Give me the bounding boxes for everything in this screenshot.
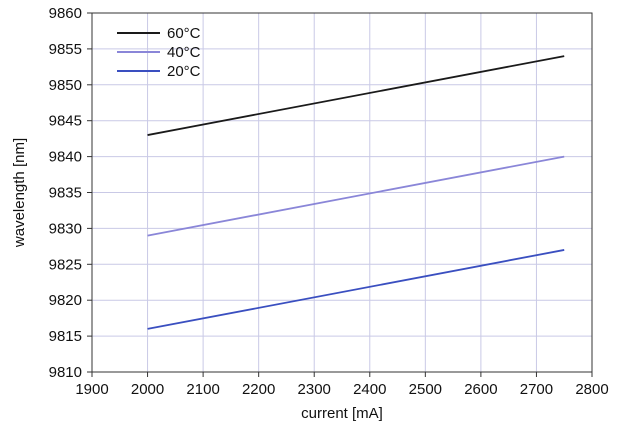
y-tick-label: 9860	[49, 5, 82, 22]
x-tick-label: 2500	[409, 381, 442, 398]
x-tick-label: 2300	[298, 381, 331, 398]
grid	[92, 13, 592, 372]
x-tick-label: 2800	[575, 381, 608, 398]
x-tick-label: 2100	[186, 381, 219, 398]
series-line	[147, 249, 565, 330]
y-tick-label: 9845	[49, 113, 82, 130]
y-tick-label: 9855	[49, 41, 82, 58]
series-line	[147, 55, 565, 136]
y-axis-label: wavelength [nm]	[11, 138, 28, 248]
legend-label: 20°C	[167, 63, 201, 80]
legend-label: 40°C	[167, 44, 201, 61]
y-tick-label: 9825	[49, 256, 82, 273]
x-tick-label: 2200	[242, 381, 275, 398]
y-tick-label: 9830	[49, 220, 82, 237]
y-tick-label: 9820	[49, 292, 82, 309]
series-line	[147, 155, 565, 237]
y-tick-label: 9835	[49, 185, 82, 202]
series-group	[147, 55, 565, 330]
y-tick-label: 9810	[49, 364, 82, 381]
legend: 60°C 40°C 20°C	[117, 25, 201, 80]
x-tick-label: 2400	[353, 381, 386, 398]
y-tick-label: 9850	[49, 77, 82, 94]
x-axis-label: current [mA]	[301, 405, 383, 422]
y-tick-label: 9815	[49, 328, 82, 345]
legend-label: 60°C	[167, 25, 201, 42]
x-tick-label: 2600	[464, 381, 497, 398]
x-tick-label: 2700	[520, 381, 553, 398]
x-tick-label: 2000	[131, 381, 164, 398]
x-tick-label: 1900	[75, 381, 108, 398]
y-axis: 9810 9815 9820 9825 9830 9835 9840 9845 9850 9855…	[49, 5, 92, 381]
y-tick-label: 9840	[49, 149, 82, 166]
x-axis: 1900 2000 2100 2200 2300 2400 2500 2600 2700 2800	[75, 372, 609, 398]
